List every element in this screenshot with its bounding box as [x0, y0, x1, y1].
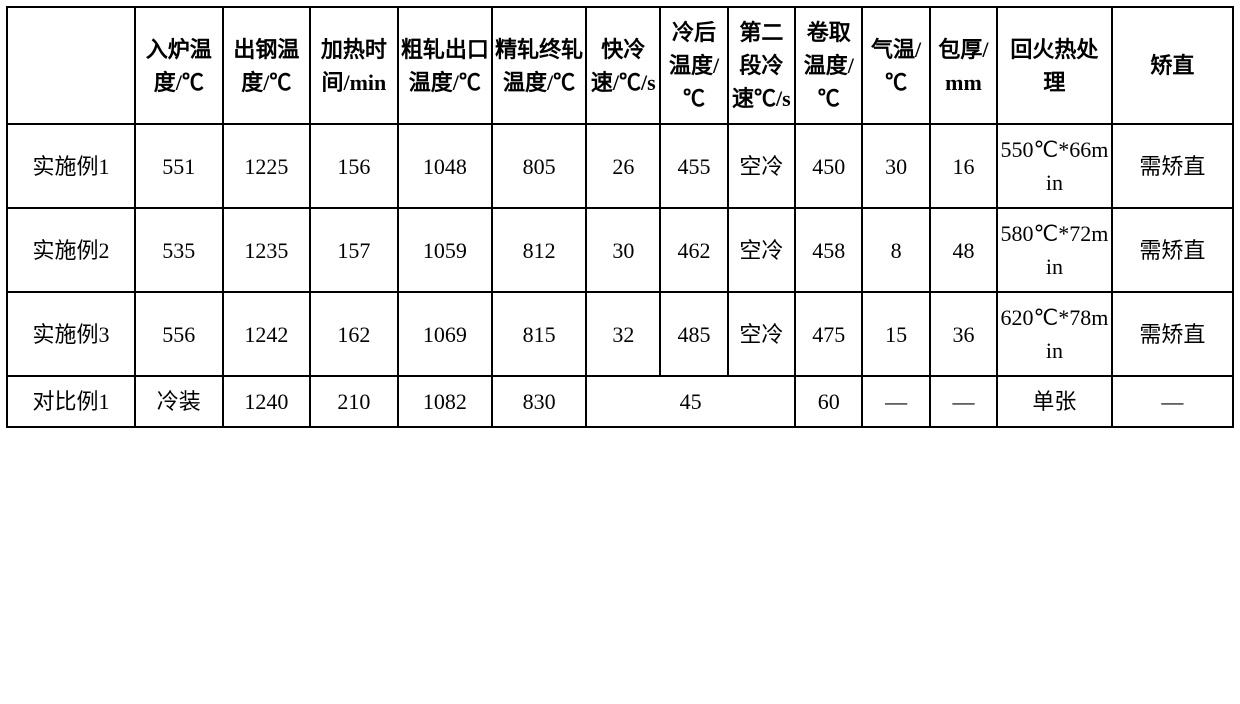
cell-tempering: 580℃*72min: [997, 208, 1112, 292]
col-header-fastCoolRate: 快冷速/℃/s: [586, 7, 660, 124]
cell-thickness: 48: [930, 208, 997, 292]
cell-tappingTemp: 1242: [223, 292, 311, 376]
cell-fastCoolRate: 30: [586, 208, 660, 292]
cell-coilTemp: 475: [795, 292, 862, 376]
cell-finishRollTemp: 815: [492, 292, 586, 376]
cell-straighten: 需矫直: [1112, 292, 1233, 376]
cell-afterCoolTemp: 455: [660, 124, 727, 208]
cell-straighten: 需矫直: [1112, 208, 1233, 292]
cell-furnaceTemp: 冷装: [135, 376, 223, 427]
cell-straighten: —: [1112, 376, 1233, 427]
cell-airTemp: —: [862, 376, 929, 427]
cell-label: 实施例1: [7, 124, 135, 208]
col-header-label: [7, 7, 135, 124]
col-header-tempering: 回火热处理: [997, 7, 1112, 124]
cell-furnaceTemp: 535: [135, 208, 223, 292]
col-header-tappingTemp: 出钢温度/℃: [223, 7, 311, 124]
cell-label: 对比例1: [7, 376, 135, 427]
table-header-row: 入炉温度/℃出钢温度/℃加热时间/min粗轧出口温度/℃精轧终轧温度/℃快冷速/…: [7, 7, 1233, 124]
cell-coilTemp: 450: [795, 124, 862, 208]
cell-secondCoolRate: 空冷: [728, 208, 795, 292]
cell-fastCoolRate: 26: [586, 124, 660, 208]
cell-roughExitTemp: 1048: [398, 124, 492, 208]
compare-row: 对比例1冷装124021010828304560——单张—: [7, 376, 1233, 427]
col-header-finishRollTemp: 精轧终轧温度/℃: [492, 7, 586, 124]
col-header-secondCoolRate: 第二段冷速℃/s: [728, 7, 795, 124]
cell-finishRollTemp: 830: [492, 376, 586, 427]
cell-furnaceTemp: 551: [135, 124, 223, 208]
cell-airTemp: 8: [862, 208, 929, 292]
cell-furnaceTemp: 556: [135, 292, 223, 376]
cell-roughExitTemp: 1082: [398, 376, 492, 427]
cell-roughExitTemp: 1059: [398, 208, 492, 292]
cell-straighten: 需矫直: [1112, 124, 1233, 208]
cell-airTemp: 15: [862, 292, 929, 376]
table-row: 实施例15511225156104880526455空冷4503016550℃*…: [7, 124, 1233, 208]
cell-tempering: 单张: [997, 376, 1112, 427]
cell-tempering: 550℃*66min: [997, 124, 1112, 208]
col-header-afterCoolTemp: 冷后温度/℃: [660, 7, 727, 124]
cell-tappingTemp: 1235: [223, 208, 311, 292]
cell-secondCoolRate: 空冷: [728, 292, 795, 376]
cell-airTemp: 30: [862, 124, 929, 208]
col-header-heatTime: 加热时间/min: [310, 7, 398, 124]
cell-tempering: 620℃*78min: [997, 292, 1112, 376]
col-header-airTemp: 气温/℃: [862, 7, 929, 124]
cell-afterCoolTemp: 485: [660, 292, 727, 376]
cell-thickness: 36: [930, 292, 997, 376]
cell-heatTime: 157: [310, 208, 398, 292]
cell-label: 实施例2: [7, 208, 135, 292]
cell-coilTemp: 458: [795, 208, 862, 292]
col-header-furnaceTemp: 入炉温度/℃: [135, 7, 223, 124]
col-header-thickness: 包厚/mm: [930, 7, 997, 124]
cell-secondCoolRate: 空冷: [728, 124, 795, 208]
process-parameters-table: 入炉温度/℃出钢温度/℃加热时间/min粗轧出口温度/℃精轧终轧温度/℃快冷速/…: [6, 6, 1234, 428]
col-header-coilTemp: 卷取温度/℃: [795, 7, 862, 124]
col-header-roughExitTemp: 粗轧出口温度/℃: [398, 7, 492, 124]
cell-afterCoolTemp: 462: [660, 208, 727, 292]
cell-heatTime: 156: [310, 124, 398, 208]
cell-finishRollTemp: 805: [492, 124, 586, 208]
cell-thickness: —: [930, 376, 997, 427]
cell-merged-45: 45: [586, 376, 795, 427]
cell-finishRollTemp: 812: [492, 208, 586, 292]
col-header-straighten: 矫直: [1112, 7, 1233, 124]
cell-tappingTemp: 1225: [223, 124, 311, 208]
cell-thickness: 16: [930, 124, 997, 208]
cell-roughExitTemp: 1069: [398, 292, 492, 376]
cell-label: 实施例3: [7, 292, 135, 376]
table-row: 实施例25351235157105981230462空冷458848580℃*7…: [7, 208, 1233, 292]
table-row: 实施例35561242162106981532485空冷4751536620℃*…: [7, 292, 1233, 376]
cell-heatTime: 210: [310, 376, 398, 427]
cell-heatTime: 162: [310, 292, 398, 376]
cell-tappingTemp: 1240: [223, 376, 311, 427]
cell-coilTemp: 60: [795, 376, 862, 427]
cell-fastCoolRate: 32: [586, 292, 660, 376]
